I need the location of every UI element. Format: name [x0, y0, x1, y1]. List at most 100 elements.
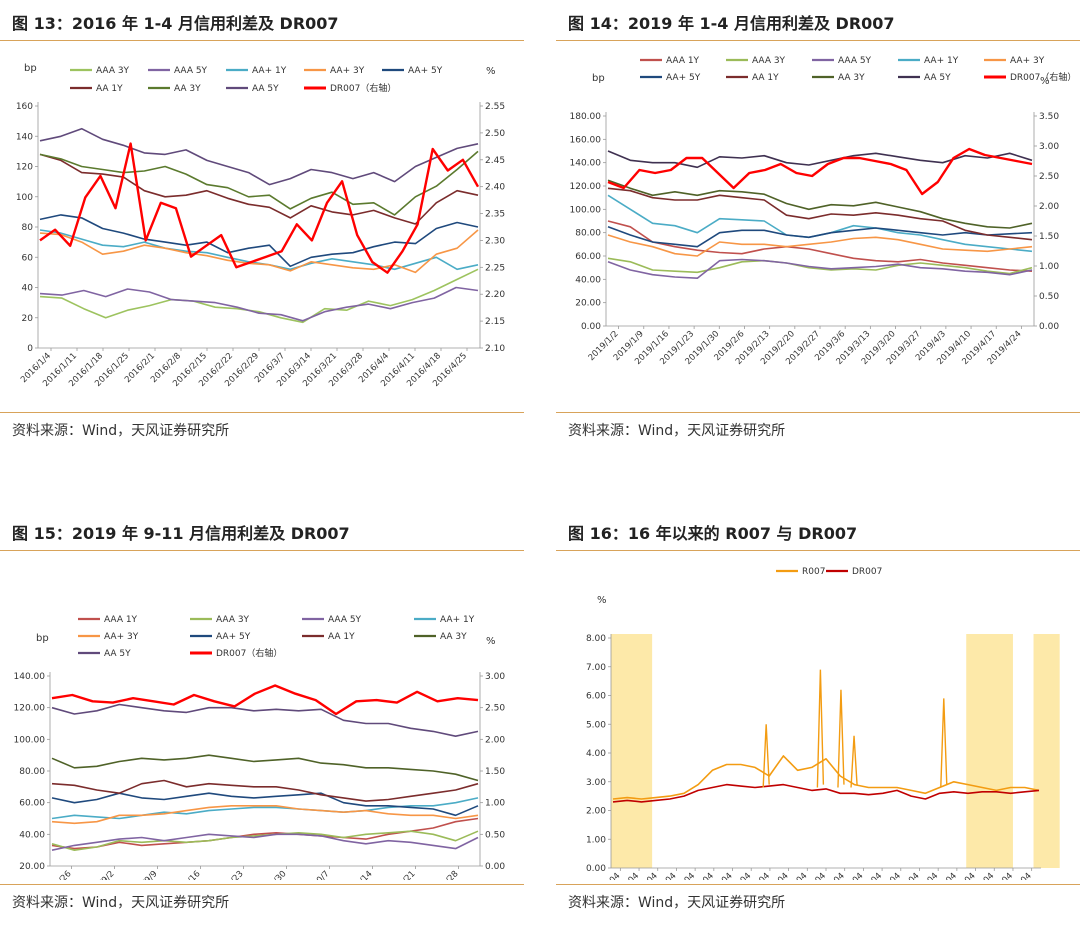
legend-label-aa-1y: AA+ 1Y [440, 615, 475, 625]
series-line-aa-1y [51, 797, 479, 820]
y-tick-label: 1.00 [586, 835, 606, 845]
series-line-aa-5y [39, 214, 479, 268]
series-line-dr007 [612, 783, 1040, 803]
chart-16-svg: 0.001.002.003.004.005.006.007.008.00%201… [580, 567, 1060, 913]
y2-tick-label: 2.50 [485, 129, 505, 139]
series-line-aaa-5y [51, 833, 479, 851]
source-note: 资料来源：Wind，天风证券研究所 [568, 895, 786, 911]
title-divider [0, 550, 524, 551]
y-tick-label: 160.00 [570, 135, 602, 145]
y2-tick-label: 2.15 [485, 317, 505, 327]
shaded-period-1 [966, 634, 1013, 868]
x-tick-label: 2019/9/9 [126, 869, 160, 880]
x-tick-label: 2019/10/21 [376, 869, 418, 880]
r007-spike-0 [762, 724, 770, 788]
y2-axis-label: % [1040, 76, 1050, 87]
y-tick-label: 160 [16, 102, 33, 112]
x-tick-label: 2019/10/28 [419, 869, 461, 880]
legend-label-aa-5y: AA 5Y [924, 73, 951, 83]
legend-label-aaa-5y: AAA 5Y [174, 66, 208, 76]
series-line-aa-3y [51, 805, 479, 825]
y2-tick-label: 2.00 [1039, 202, 1059, 212]
y-tick-label: 140.00 [14, 672, 46, 682]
series-line-aa-5y [51, 703, 479, 737]
y-tick-label: 40.00 [575, 275, 601, 285]
y2-axis-label: % [486, 636, 496, 647]
source-note: 资料来源：Wind，天风证券研究所 [12, 423, 230, 439]
chart-13-svg: 0 20 40 60 80 100 120 140 160 bp 2.10 2.15 2.20 2.25 2… [16, 63, 506, 389]
series-line-aa-5y [607, 226, 1033, 248]
legend-label-aaa-1y: AAA 1Y [666, 56, 700, 66]
chart-title: 图 14：2019 年 1-4 月信用利差及 DR007 [568, 14, 895, 33]
legend-label-r007: R007 [802, 567, 825, 577]
source-divider [0, 884, 524, 885]
series-line-aaa-1y [51, 817, 479, 850]
y-tick-label: 4.00 [586, 749, 606, 759]
legend-label-aa-5y: AA+ 5Y [216, 632, 251, 642]
chart-panel-13: 图 13：2016 年 1-4 月信用利差及 DR007 0 20 40 60 80 10… [0, 0, 524, 440]
y2-tick-label: 3.00 [485, 672, 505, 682]
legend-label-aaa-3y: AAA 3Y [96, 66, 130, 76]
y2-tick-label: 2.45 [485, 156, 505, 166]
series-line-aaa-3y [39, 268, 479, 324]
y-tick-label: 60.00 [575, 252, 601, 262]
series-line-aa-3y [607, 179, 1033, 229]
legend-label-dr007: DR007（右轴） [1010, 71, 1076, 83]
y2-tick-label: 2.00 [485, 735, 505, 745]
series-line-aa-5y [607, 150, 1033, 169]
r007-spike-2 [837, 689, 845, 788]
legend-label-aa-3y: AA+ 3Y [1010, 56, 1045, 66]
x-tick-label: 2019/9/23 [208, 869, 246, 880]
y-axis-label: % [597, 595, 607, 606]
series-line-aa-1y [51, 779, 479, 802]
y-tick-label: 3.00 [586, 778, 606, 788]
title-divider [556, 40, 1080, 41]
series-line-dr007 [39, 142, 480, 274]
y-tick-label: 80.00 [19, 767, 45, 777]
y2-tick-label: 2.30 [485, 236, 505, 246]
y-tick-label: 140.00 [570, 159, 602, 169]
series-line-aaa-5y [39, 286, 479, 322]
series-line-aaa-3y [607, 257, 1033, 275]
legend-label-dr007: DR007 [852, 567, 882, 577]
series-line-aa-1y [607, 187, 1033, 241]
y2-tick-label: 2.40 [485, 183, 505, 193]
y-tick-label: 120 [16, 163, 33, 173]
x-tick-label: 2019/9/16 [165, 869, 203, 880]
series-line-aaa-5y [607, 258, 1033, 279]
r007-spike-3 [850, 735, 858, 788]
series-line-aa-3y [51, 754, 479, 782]
y2-tick-label: 2.10 [485, 344, 505, 354]
source-divider [556, 412, 1080, 413]
y-tick-label: 6.00 [586, 692, 606, 702]
legend-label-aa-1y: AA+ 1Y [924, 56, 959, 66]
y2-tick-label: 1.50 [485, 767, 505, 777]
legend-label-aaa-5y: AAA 5Y [328, 615, 362, 625]
legend-label-dr007: DR007（右轴） [330, 82, 396, 94]
legend-label-aa-3y: AA 3Y [440, 632, 467, 642]
y2-tick-label: 0.50 [485, 830, 505, 840]
y2-tick-label: 1.00 [485, 799, 505, 809]
y-tick-label: 40 [22, 284, 34, 294]
legend-label-aa-3y: AA+ 3Y [330, 66, 365, 76]
legend-label-aa-5y: AA+ 5Y [408, 66, 443, 76]
y-tick-label: 60.00 [19, 799, 45, 809]
r007-spike-1 [816, 669, 825, 788]
legend-label-aa-1y: AA 1Y [328, 632, 355, 642]
y2-tick-label: 2.20 [485, 290, 505, 300]
shaded-period-2 [1033, 634, 1060, 868]
legend-label-dr007: DR007（右轴） [216, 647, 282, 659]
title-divider [556, 550, 1080, 551]
y2-tick-label: 1.00 [1039, 262, 1059, 272]
legend-label-aa-5y: AA+ 5Y [666, 73, 701, 83]
x-tick-label: 2019/9/2 [83, 869, 117, 880]
source-divider [0, 412, 524, 413]
y-tick-label: 7.00 [586, 663, 606, 673]
series-line-r007 [612, 755, 1040, 800]
legend-label-aaa-3y: AAA 3Y [216, 615, 250, 625]
y-tick-label: 0.00 [581, 322, 601, 332]
y-tick-label: 120.00 [570, 182, 602, 192]
legend-label-aaa-3y: AAA 3Y [752, 56, 786, 66]
x-tick-label: 2019/10/7 [294, 869, 332, 880]
y-tick-label: 60 [22, 253, 34, 263]
